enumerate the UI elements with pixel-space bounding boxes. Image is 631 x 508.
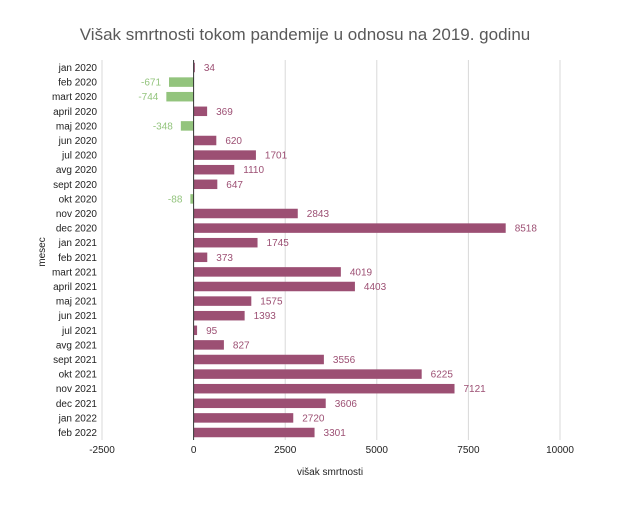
value-label: 1701: [265, 151, 288, 162]
value-label: 34: [204, 63, 216, 74]
category-label: april 2021: [53, 282, 97, 293]
bar: [193, 62, 195, 73]
bar: [193, 150, 256, 160]
category-label: avg 2020: [56, 165, 98, 176]
value-label: 620: [225, 136, 242, 147]
category-label: feb 2022: [58, 428, 97, 439]
value-label: -88: [168, 194, 183, 205]
bar: [193, 237, 258, 248]
category-label: jul 2020: [61, 151, 97, 162]
bar: [180, 121, 194, 131]
bar: [193, 325, 198, 336]
category-label: jun 2021: [58, 311, 98, 322]
category-label: avg 2021: [56, 340, 98, 351]
x-tick-label: 5000: [366, 445, 389, 456]
category-label: sept 2021: [53, 355, 97, 366]
value-label: 3556: [333, 355, 356, 366]
category-label: maj 2021: [56, 297, 98, 308]
category-label: jul 2021: [61, 326, 97, 337]
category-label: okt 2021: [59, 370, 98, 381]
value-label: 4019: [350, 267, 373, 278]
value-label: 8518: [515, 224, 538, 235]
bar: [193, 383, 455, 394]
bar: [193, 398, 326, 409]
value-label: 7121: [464, 384, 487, 395]
value-label: 647: [226, 180, 243, 191]
bar: [193, 354, 324, 365]
value-label: 369: [216, 107, 233, 118]
value-label: -671: [141, 78, 161, 89]
category-label: mart 2020: [52, 92, 97, 103]
x-tick-label: 2500: [274, 445, 297, 456]
bar: [193, 427, 315, 438]
category-label: mart 2021: [52, 267, 97, 278]
bar: [193, 208, 298, 219]
category-label: sept 2020: [53, 180, 97, 191]
category-label: dec 2020: [56, 224, 98, 235]
bar: [166, 91, 194, 102]
category-label: jan 2020: [58, 63, 98, 74]
bar: [193, 223, 506, 233]
bar: [193, 252, 208, 263]
bar: [193, 413, 294, 423]
category-label: nov 2021: [56, 384, 98, 395]
bar: [193, 369, 422, 379]
bar: [193, 179, 218, 190]
x-tick-label: -2500: [89, 445, 115, 456]
y-axis-label: mesec: [37, 237, 48, 266]
x-axis-ticks: -2500 0 2500 5000 7500 10000: [89, 445, 574, 456]
value-label: 3606: [335, 399, 358, 410]
value-label: 1745: [267, 238, 290, 249]
chart-title: Višak smrtnosti tokom pandemije u odnosu…: [80, 25, 530, 44]
x-tick-label: 7500: [457, 445, 480, 456]
bar: [193, 340, 224, 350]
bar: [169, 77, 194, 87]
value-label: 2843: [307, 209, 330, 220]
value-label: 373: [216, 253, 233, 264]
bar: [193, 106, 208, 117]
value-label: -744: [138, 92, 158, 103]
category-label: jun 2020: [58, 136, 98, 147]
category-label: feb 2020: [58, 78, 97, 89]
category-label: maj 2020: [56, 121, 98, 132]
x-axis-label: višak smrtnosti: [297, 467, 363, 478]
category-label: okt 2020: [59, 194, 98, 205]
bar: [193, 310, 245, 321]
value-label: -348: [153, 121, 173, 132]
value-label: 827: [233, 340, 250, 351]
category-label: jan 2021: [58, 238, 98, 249]
category-label: feb 2021: [58, 253, 97, 264]
category-label: dec 2021: [56, 399, 98, 410]
value-label: 3301: [324, 428, 347, 439]
bar: [193, 267, 341, 277]
category-label: april 2020: [53, 107, 97, 118]
bars: [166, 62, 506, 438]
category-label: nov 2020: [56, 209, 98, 220]
gridlines: [101, 60, 561, 440]
value-label: 1575: [260, 297, 283, 308]
value-label: 1393: [254, 311, 277, 322]
bar: [193, 296, 252, 306]
x-tick-label: 10000: [546, 445, 574, 456]
bar: [193, 281, 355, 292]
value-label: 95: [206, 326, 218, 337]
value-label: 1110: [243, 165, 264, 176]
value-label: 4403: [364, 282, 387, 293]
x-tick-label: 0: [191, 445, 197, 456]
bar: [193, 135, 217, 146]
category-labels: jan 2020 feb 2020 mart 2020 april 2020 maj 2…: [52, 63, 97, 439]
value-label: 2720: [302, 413, 325, 424]
category-label: jan 2022: [58, 413, 98, 424]
value-label: 6225: [431, 370, 454, 381]
bar: [193, 164, 235, 175]
bar: [190, 194, 194, 204]
